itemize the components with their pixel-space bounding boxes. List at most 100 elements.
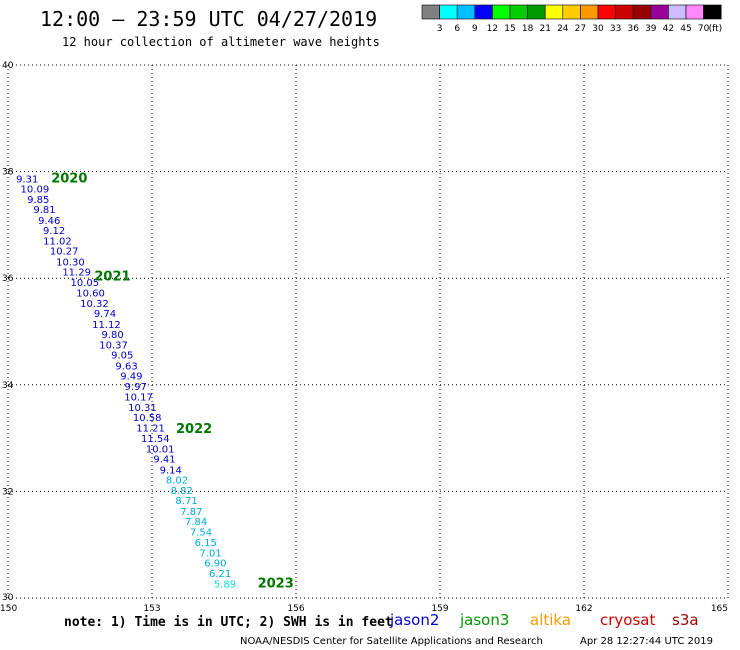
data-point-label: 9.63 <box>115 361 137 372</box>
color-scale-label: 36 <box>627 24 639 34</box>
color-swatch <box>580 4 599 20</box>
data-point-label: 9.74 <box>94 309 116 320</box>
x-tick-label: 156 <box>287 604 304 614</box>
timestamp-text: Apr 28 12:27:44 UTC 2019 <box>580 636 713 647</box>
data-point-label: 7.84 <box>185 517 207 528</box>
data-points: 9.3110.099.859.819.469.1211.0210.2710.30… <box>16 174 236 590</box>
data-point-label: 8.02 <box>166 475 188 486</box>
data-point-label: 11.21 <box>136 424 165 435</box>
color-swatch <box>544 4 564 20</box>
data-point-label: 10.17 <box>124 392 153 403</box>
data-point-label: 5.89 <box>214 579 236 590</box>
color-scale-label: 6 <box>454 24 460 34</box>
color-swatch <box>527 4 546 20</box>
color-swatch <box>439 4 458 20</box>
color-scale-label: 39 <box>645 24 657 34</box>
data-point-label: 6.21 <box>209 569 231 580</box>
data-point-label: 9.81 <box>33 205 55 216</box>
color-swatch <box>668 4 687 20</box>
y-tick-label: 34 <box>2 381 14 391</box>
data-point-label: 11.02 <box>43 237 72 248</box>
data-point-label: 9.14 <box>160 465 182 476</box>
credit-text: NOAA/NESDIS Center for Satellite Applica… <box>240 636 543 647</box>
data-point-label: 11.54 <box>141 434 170 445</box>
color-swatch <box>632 4 652 20</box>
color-scale-unit: (ft) <box>709 24 723 34</box>
color-swatch <box>703 4 722 20</box>
data-point-label: 6.90 <box>204 559 226 570</box>
data-point-label: 9.46 <box>38 216 60 227</box>
data-point-label: 6.15 <box>195 538 217 549</box>
color-scale-label: 12 <box>487 24 498 34</box>
color-scale-label: 42 <box>663 24 674 34</box>
data-point-label: 9.31 <box>16 174 38 185</box>
data-point-label: 9.85 <box>27 195 49 206</box>
color-scale-label: 21 <box>539 24 550 34</box>
data-point-label: 10.32 <box>80 299 109 310</box>
note-text: note: 1) Time is in UTC; 2) SWH is in fe… <box>64 615 393 630</box>
chart-subtitle: 12 hour collection of altimeter wave hei… <box>62 35 380 49</box>
pass-label: 2020 <box>51 171 87 186</box>
x-tick-label: 150 <box>0 604 17 614</box>
pass-label: 2021 <box>94 269 130 284</box>
data-point-label: 10.01 <box>146 444 175 455</box>
data-point-label: 10.58 <box>133 413 162 424</box>
data-point-label: 9.12 <box>43 226 65 237</box>
pass-label: 2022 <box>176 422 212 437</box>
data-point-label: 9.49 <box>120 371 142 382</box>
color-swatch <box>650 4 669 20</box>
legend-altika: altika <box>530 611 571 629</box>
y-tick-label: 32 <box>2 487 13 497</box>
data-point-label: 7.87 <box>180 507 202 518</box>
grid <box>7 64 729 599</box>
color-scale-label: 24 <box>557 24 569 34</box>
legend-jason3: jason3 <box>459 611 509 629</box>
color-scale-label: 33 <box>610 24 621 34</box>
data-point-label: 7.54 <box>190 528 212 539</box>
x-tick-label: 153 <box>143 604 160 614</box>
data-point-label: 9.05 <box>111 351 133 362</box>
pass-labels: 2020 2021 2022 2023 <box>51 171 294 591</box>
x-tick-label: 165 <box>711 604 728 614</box>
data-point-label: 8.82 <box>171 486 193 497</box>
data-point-label: 10.05 <box>70 278 99 289</box>
data-point-label: 9.80 <box>102 330 124 341</box>
y-tick-label: 36 <box>2 274 14 284</box>
data-point-label: 10.30 <box>56 257 85 268</box>
data-point-label: 11.29 <box>62 268 91 279</box>
legend-jason2: jason2 <box>389 611 439 629</box>
pass-label: 2023 <box>258 576 294 591</box>
data-point-label: 10.09 <box>21 184 50 195</box>
color-scale-legend: 3 6 9 12 15 18 21 24 27 30 33 36 39 42 45 70 (ft) <box>421 4 723 34</box>
color-scale-label: 30 <box>592 24 604 34</box>
color-scale-label: 45 <box>680 24 691 34</box>
color-swatch <box>562 4 581 20</box>
color-scale-label: 18 <box>522 24 534 34</box>
x-tick-label: 162 <box>575 604 592 614</box>
legend-cryosat: cryosat <box>600 611 655 629</box>
color-swatch <box>597 4 616 20</box>
color-swatch <box>685 4 704 20</box>
color-swatch <box>421 4 440 20</box>
satellite-legend: jason2 jason3 altika cryosat s3a <box>389 611 699 629</box>
color-scale-label: 9 <box>472 24 478 34</box>
color-scale-label: 15 <box>504 24 515 34</box>
color-swatch <box>509 4 528 20</box>
color-swatch <box>492 4 511 20</box>
data-point-label: 10.31 <box>128 403 157 414</box>
color-scale-label: 70 <box>698 24 710 34</box>
color-scale-label: 3 <box>437 24 443 34</box>
chart-title: 12:00 – 23:59 UTC 04/27/2019 <box>40 7 377 31</box>
legend-s3a: s3a <box>672 611 699 629</box>
data-point-label: 11.12 <box>92 320 121 331</box>
color-swatch <box>615 4 634 20</box>
data-point-label: 8.71 <box>175 496 197 507</box>
y-tick-label: 30 <box>2 593 14 603</box>
color-scale-label: 27 <box>575 24 586 34</box>
data-point-label: 10.27 <box>50 247 79 258</box>
data-point-label: 9.41 <box>153 455 175 466</box>
data-point-label: 7.01 <box>199 548 221 559</box>
axis-ticks: 30 32 34 36 38 40 150 153 156 159 162 165 <box>0 61 728 614</box>
data-point-label: 9.97 <box>125 382 147 393</box>
